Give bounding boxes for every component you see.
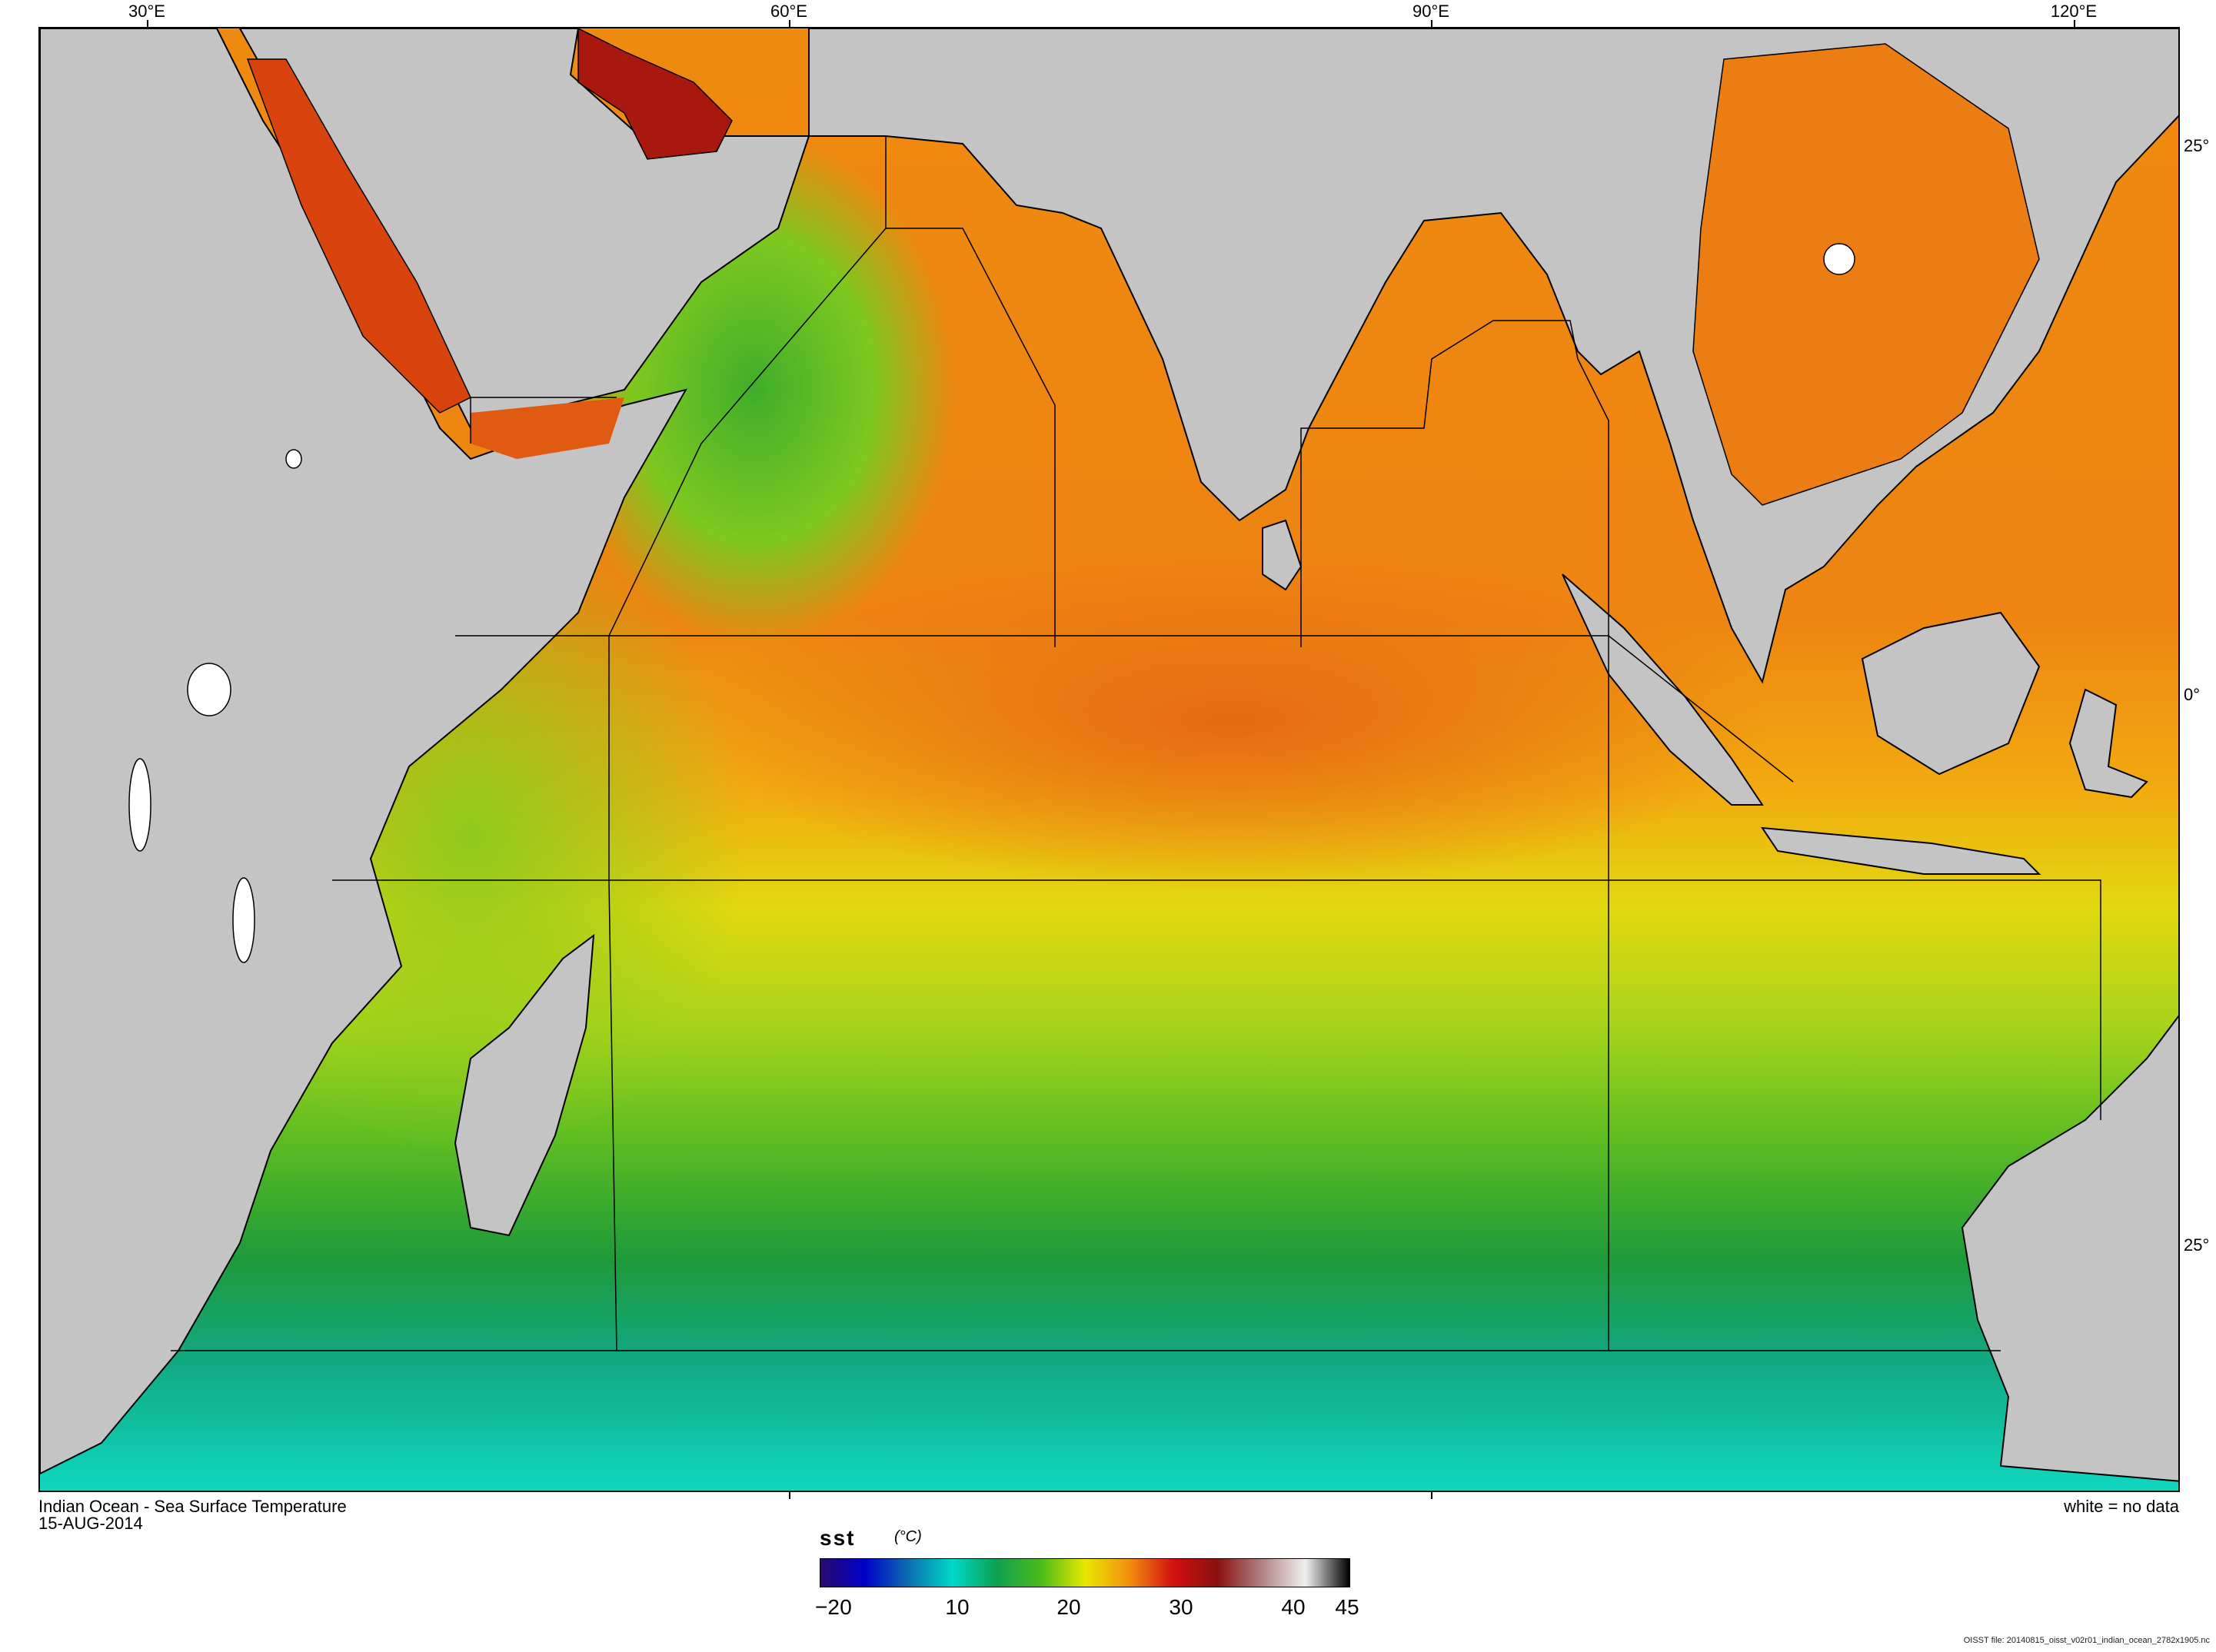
island-no-data (285, 449, 302, 469)
ocean-region-boundaries (171, 136, 2101, 1351)
sst-map[interactable] (38, 27, 2180, 1492)
lon-label-120e: 120°E (2050, 2, 2098, 21)
colorbar-tick-label: 30 (1169, 1595, 1193, 1619)
lon-tick (789, 1491, 790, 1499)
gulf-of-aden (471, 397, 624, 459)
lon-tick (789, 20, 790, 28)
map-title: Indian Ocean - Sea Surface Temperature (38, 1497, 347, 1516)
persian-gulf (577, 28, 733, 160)
lon-label-90e: 90°E (1412, 2, 1449, 21)
no-data-legend: white = no data (2064, 1497, 2179, 1516)
island-no-data (1823, 243, 1855, 275)
map-date: 15-AUG-2014 (38, 1514, 143, 1533)
sst-map-canvas (40, 28, 2178, 1491)
colorbar-tick-label: 40 (1281, 1595, 1306, 1619)
sulawesi (2068, 688, 2148, 799)
file-info: OISST file: 20140815_oisst_v02r01_indian… (1963, 1636, 2210, 1645)
lon-tick (2074, 20, 2075, 28)
colorbar-tick-label: −2 (815, 1595, 840, 1619)
colorbar-tick-label: 0 (840, 1595, 852, 1619)
island-no-data (128, 758, 151, 852)
madagascar (454, 933, 595, 1237)
island-no-data (187, 663, 231, 716)
lon-label-30e: 30°E (128, 2, 165, 21)
island-no-data (232, 877, 255, 963)
no-data-islands (128, 243, 1855, 963)
colorbar-variable: sst (820, 1526, 856, 1550)
lon-label-60e: 60°E (770, 2, 807, 21)
lat-label-25s: 25° (2184, 1235, 2210, 1255)
lon-tick (1431, 1491, 1432, 1499)
borneo (1861, 611, 2041, 776)
colorbar-tick-label: 45 (1335, 1595, 1359, 1619)
lat-label-25n: 25° (2184, 136, 2210, 155)
colorbar-tick-label: 10 (945, 1595, 970, 1619)
south-china-sea (1692, 43, 2040, 506)
australia-landmass (1961, 1015, 2178, 1482)
java (1761, 826, 2041, 875)
sri-lanka (1262, 519, 1303, 591)
sumatra (1562, 573, 1764, 806)
lon-tick (147, 20, 148, 28)
colorbar-tick-label: 20 (1056, 1595, 1081, 1619)
colorbar-units: (°C) (894, 1528, 922, 1545)
lon-tick (1431, 20, 1432, 28)
lat-label-0: 0° (2184, 685, 2201, 704)
sst-colorbar (820, 1558, 1350, 1587)
